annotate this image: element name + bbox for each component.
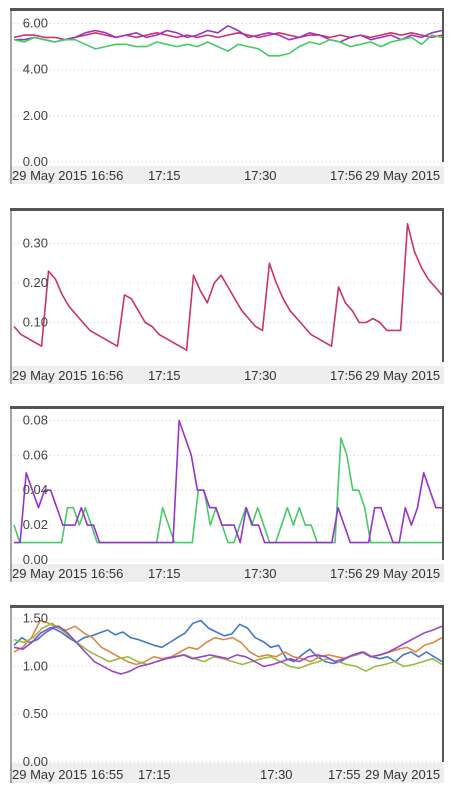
x-tick-label: 17:30 xyxy=(260,767,293,782)
y-tick-label: 4.00 xyxy=(23,62,48,77)
x-axis-band xyxy=(10,366,444,384)
chart-panel-4: 0.00 0.50 1.00 1.50 29 May 2015 16:55 17:15 17… xyxy=(10,605,444,795)
y-tick-label: 0.06 xyxy=(23,447,48,462)
series-line-1 xyxy=(13,223,443,351)
x-tick-label: 17:56 xyxy=(330,168,363,183)
x-tick-label: 29 May 2015 16:56 xyxy=(12,168,123,183)
series-line-4 xyxy=(13,625,443,675)
y-tick-label: 0.50 xyxy=(23,706,48,721)
chart-2: 0.10 0.20 0.30 29 May 2015 16:56 17:15 17:30 1… xyxy=(10,208,444,384)
x-axis-band xyxy=(10,763,444,783)
chart-3: 0.00 0.02 0.04 0.06 0.08 29 May 2015 16:56 17:… xyxy=(10,406,444,582)
x-tick-label: 17:15 xyxy=(148,566,181,581)
x-tick-label: 17:15 xyxy=(148,368,181,383)
series-line-1 xyxy=(13,31,443,41)
series-line-1 xyxy=(13,437,442,544)
x-tick-label: 17:56 xyxy=(330,566,363,581)
x-tick-label: 29 May 2015 16:56 xyxy=(12,368,123,383)
y-tick-label: 0.08 xyxy=(23,412,48,427)
y-tick-label: 0.00 xyxy=(23,154,48,169)
x-tick-label: 29 May 2015 16:55 xyxy=(12,767,123,782)
chart-panel-3: 0.00 0.02 0.04 0.06 0.08 29 May 2015 16:56 17:… xyxy=(10,406,444,590)
chart-4: 0.00 0.50 1.00 1.50 29 May 2015 16:55 17:15 17… xyxy=(10,605,444,783)
x-tick-label: 29 May 2015 xyxy=(365,368,440,383)
y-tick-label: 0.04 xyxy=(23,482,48,497)
y-tick-label: 1.50 xyxy=(23,611,48,626)
x-tick-label: 17:15 xyxy=(138,767,171,782)
x-axis-band xyxy=(10,166,444,184)
series-line-2 xyxy=(14,24,443,43)
x-tick-label: 17:30 xyxy=(244,368,277,383)
y-tick-label: 0.02 xyxy=(23,517,48,532)
series-line-3 xyxy=(13,622,443,672)
x-tick-label: 29 May 2015 16:56 xyxy=(12,566,123,581)
x-tick-label: 29 May 2015 xyxy=(365,767,440,782)
y-tick-label: 1.00 xyxy=(23,658,48,673)
chart-1: 0.00 2.00 4.00 6.00 29 May 2015 16:56 17:15 17… xyxy=(10,8,444,184)
y-tick-label: 0.00 xyxy=(23,754,48,769)
series-line-3 xyxy=(13,34,443,57)
chart-panel-2: 0.10 0.20 0.30 29 May 2015 16:56 17:15 17:30 1… xyxy=(10,208,444,392)
y-tick-label: 6.00 xyxy=(23,16,48,31)
series-line-1 xyxy=(13,619,443,665)
series-line-2 xyxy=(14,419,442,544)
x-axis-band xyxy=(10,564,444,582)
x-tick-label: 17:30 xyxy=(244,168,277,183)
x-tick-label: 17:55 xyxy=(328,767,361,782)
x-tick-label: 29 May 2015 xyxy=(365,168,440,183)
x-tick-label: 29 May 2015 xyxy=(365,566,440,581)
y-tick-label: 0.00 xyxy=(23,552,48,567)
y-tick-label: 0.10 xyxy=(23,315,48,330)
y-tick-label: 2.00 xyxy=(23,108,48,123)
x-tick-label: 17:56 xyxy=(330,368,363,383)
x-tick-label: 17:30 xyxy=(244,566,277,581)
y-tick-label: 0.30 xyxy=(23,236,48,251)
x-tick-label: 17:15 xyxy=(148,168,181,183)
chart-panel-1: 0.00 2.00 4.00 6.00 29 May 2015 16:56 17:15 17… xyxy=(10,8,444,192)
y-tick-label: 0.20 xyxy=(23,275,48,290)
